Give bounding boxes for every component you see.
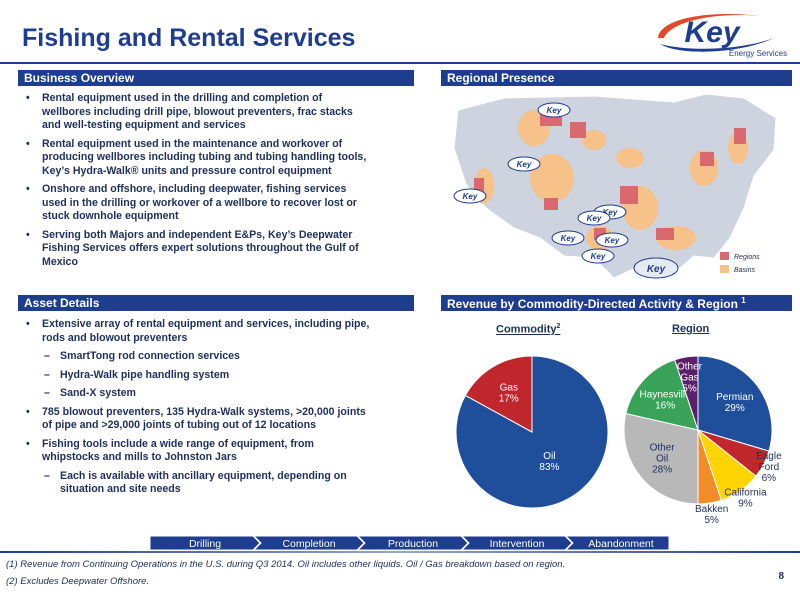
pie-category-label: Ford xyxy=(759,462,780,473)
title-rule xyxy=(0,62,800,64)
overview-bullet: Serving both Majors and independent E&Ps… xyxy=(18,229,370,270)
marker-key-logo: Key xyxy=(561,234,576,243)
overview-bullet: Rental equipment used in the maintenance… xyxy=(18,138,370,179)
marker-key-logo: Key xyxy=(647,264,666,275)
marker-key-logo: Key xyxy=(605,236,620,245)
pie-value-label: 28% xyxy=(652,465,672,476)
overview-bullet: Rental equipment used in the drilling an… xyxy=(18,92,370,133)
asset-details-list: Extensive array of rental equipment and … xyxy=(18,318,370,502)
legend-swatch-basins xyxy=(720,265,729,273)
commodity-chart-title-note: 2 xyxy=(556,323,561,330)
marker-key-logo: Key xyxy=(587,214,602,223)
pie-value-label: 29% xyxy=(725,403,745,414)
lifecycle-stage-intervention xyxy=(461,536,573,550)
us-map: Key Key Key Key Key Key Key Key Key Regi… xyxy=(453,93,777,279)
marker-key-logo: Key xyxy=(517,160,532,169)
footnote-1: (1) Revenue from Continuing Operations i… xyxy=(6,559,566,570)
asset-sub-item: Each is available with ancillary equipme… xyxy=(18,470,370,497)
marker-key-logo: Key xyxy=(463,192,478,201)
legend-label-basins: Basins xyxy=(734,267,756,274)
pie-value-label: 83% xyxy=(539,462,559,473)
lifecycle-stage-completion xyxy=(253,536,365,550)
pie-category-label: Gas xyxy=(680,372,698,383)
lifecycle-stage-label: Production xyxy=(388,538,438,550)
logo-wordmark: Key xyxy=(684,16,740,49)
marker-key-logo: Key xyxy=(603,208,618,217)
footnote-2: (2) Excludes Deepwater Offshore. xyxy=(6,576,150,587)
asset-bullet: 785 blowout preventers, 135 Hydra-Walk s… xyxy=(18,406,370,433)
commodity-chart-title-text: Commodity xyxy=(496,323,557,336)
asset-sub-item: SmartTong rod connection services xyxy=(18,350,370,364)
pie-slice-haynesville xyxy=(625,359,699,431)
bottom-rule xyxy=(0,551,800,553)
lifecycle-stage-label: Completion xyxy=(282,538,335,550)
business-overview-heading: Business Overview xyxy=(18,70,414,86)
marker-key-logo: Key xyxy=(591,252,606,261)
key-logo: Key Energy Services xyxy=(658,14,787,58)
marker-key-logo: Key xyxy=(547,106,562,115)
lifecycle-stage-label: Drilling xyxy=(189,538,221,550)
asset-sub-item: Sand-X system xyxy=(18,387,370,401)
pie-category-label: Other xyxy=(650,443,676,454)
location-markers: Key Key Key Key Key Key Key Key Key xyxy=(453,102,679,279)
pie-value-label: 5% xyxy=(682,383,697,394)
overview-bullet: Onshore and offshore, including deepwate… xyxy=(18,183,370,224)
pie-value-label: 17% xyxy=(499,393,519,404)
asset-bullet: Fishing tools include a wide range of eq… xyxy=(18,438,370,465)
pie-category-label: Haynesville xyxy=(640,390,692,401)
commodity-chart-title: Commodity2 xyxy=(496,323,560,336)
pie-slice-gas xyxy=(464,355,533,433)
lifecycle-stage-abandonment xyxy=(565,536,670,550)
asset-sub-item: Hydra-Walk pipe handling system xyxy=(18,369,370,383)
pie-slice-permian xyxy=(697,355,773,452)
pie-category-label: Oil xyxy=(656,454,668,465)
lifecycle-stage-drilling xyxy=(150,536,261,550)
pie-value-label: 5% xyxy=(704,515,719,526)
lifecycle-stage-production xyxy=(357,536,469,550)
asset-details-heading: Asset Details xyxy=(18,295,414,311)
pie-category-label: Gas xyxy=(500,382,518,393)
lifecycle-stage-label: Abandonment xyxy=(588,538,653,550)
pie-slice-other-gas xyxy=(674,355,699,431)
region-chart-title: Region xyxy=(672,323,710,335)
pie-value-label: 9% xyxy=(738,498,753,509)
pie-category-label: Bakken xyxy=(695,504,728,515)
logo-tagline: Energy Services xyxy=(729,49,787,58)
lifecycle-bar: Drilling Completion Production Intervention… xyxy=(150,536,670,550)
business-overview-list: Rental equipment used in the drilling an… xyxy=(18,92,370,274)
pie-slice-other-oil xyxy=(623,412,699,505)
legend-label-regions: Regions xyxy=(734,254,760,261)
pie-category-label: Other xyxy=(677,361,703,372)
legend-swatch-regions xyxy=(720,252,729,260)
pie-category-label: California xyxy=(724,487,767,498)
revenue-heading-note: 1 xyxy=(741,296,746,305)
pie-value-label: 6% xyxy=(762,473,777,484)
revenue-heading-text: Revenue by Commodity-Directed Activity &… xyxy=(447,297,738,311)
pie-category-label: Oil xyxy=(543,451,555,462)
map-legend: Regions Basins xyxy=(720,252,760,274)
regional-presence-heading: Regional Presence xyxy=(441,70,792,86)
lifecycle-stage-label: Intervention xyxy=(490,538,545,550)
asset-bullet: Extensive array of rental equipment and … xyxy=(18,318,370,345)
revenue-heading: Revenue by Commodity-Directed Activity &… xyxy=(441,295,792,311)
pie-category-label: Eagle xyxy=(756,451,782,462)
us-landmass xyxy=(453,93,777,279)
page-number: 8 xyxy=(778,571,784,582)
page-title: Fishing and Rental Services xyxy=(22,24,356,52)
pie-category-label: Permian xyxy=(716,392,753,403)
region-pie-chart: Permian29%EagleFord6%California9%Bakken5… xyxy=(623,355,782,526)
pie-value-label: 16% xyxy=(655,401,675,412)
